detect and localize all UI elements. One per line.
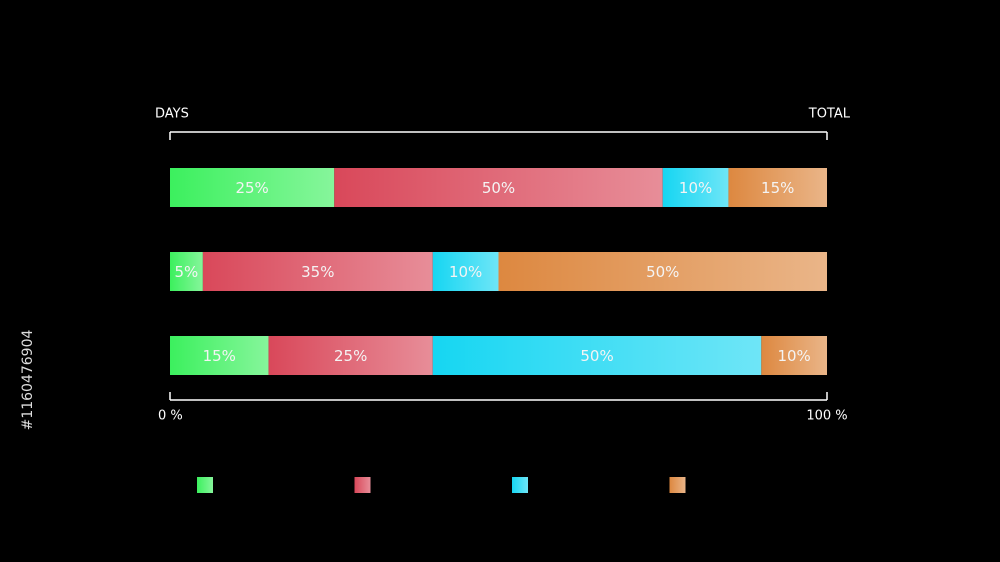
top-left-label: DAYS <box>155 107 189 122</box>
segment-shine <box>170 252 203 291</box>
legend-swatch-shine <box>197 477 213 493</box>
segment-shine <box>498 252 827 291</box>
top-right-label: TOTAL <box>808 107 851 122</box>
value-label: 10% <box>679 179 712 197</box>
value-label: 15% <box>203 347 236 365</box>
value-label: 25% <box>334 347 367 365</box>
value-label: 25% <box>235 179 268 197</box>
value-label: 15% <box>761 179 794 197</box>
segment-shine <box>728 168 827 207</box>
segment-shine <box>761 336 827 375</box>
x-tick-label: 0 % <box>158 409 183 424</box>
value-label: 5% <box>175 263 199 281</box>
value-label: 10% <box>449 263 482 281</box>
segment-shine <box>268 336 433 375</box>
segment-shine <box>432 336 762 375</box>
legend-swatch-shine <box>512 477 528 493</box>
value-label: 10% <box>777 347 810 365</box>
watermark-id: #1160476904 <box>20 330 36 431</box>
legend-swatch-shine <box>354 477 371 493</box>
value-label: 50% <box>482 179 515 197</box>
segment-shine <box>202 252 433 291</box>
segment-shine <box>432 252 499 291</box>
segment-shine <box>662 168 729 207</box>
legend-swatch-shine <box>669 477 686 493</box>
value-label: 35% <box>301 263 334 281</box>
value-label: 50% <box>646 263 679 281</box>
segment-shine <box>170 168 335 207</box>
segment-shine <box>334 168 663 207</box>
value-label: 50% <box>580 347 613 365</box>
x-tick-label: 100 % <box>806 409 847 424</box>
segment-shine <box>170 336 269 375</box>
